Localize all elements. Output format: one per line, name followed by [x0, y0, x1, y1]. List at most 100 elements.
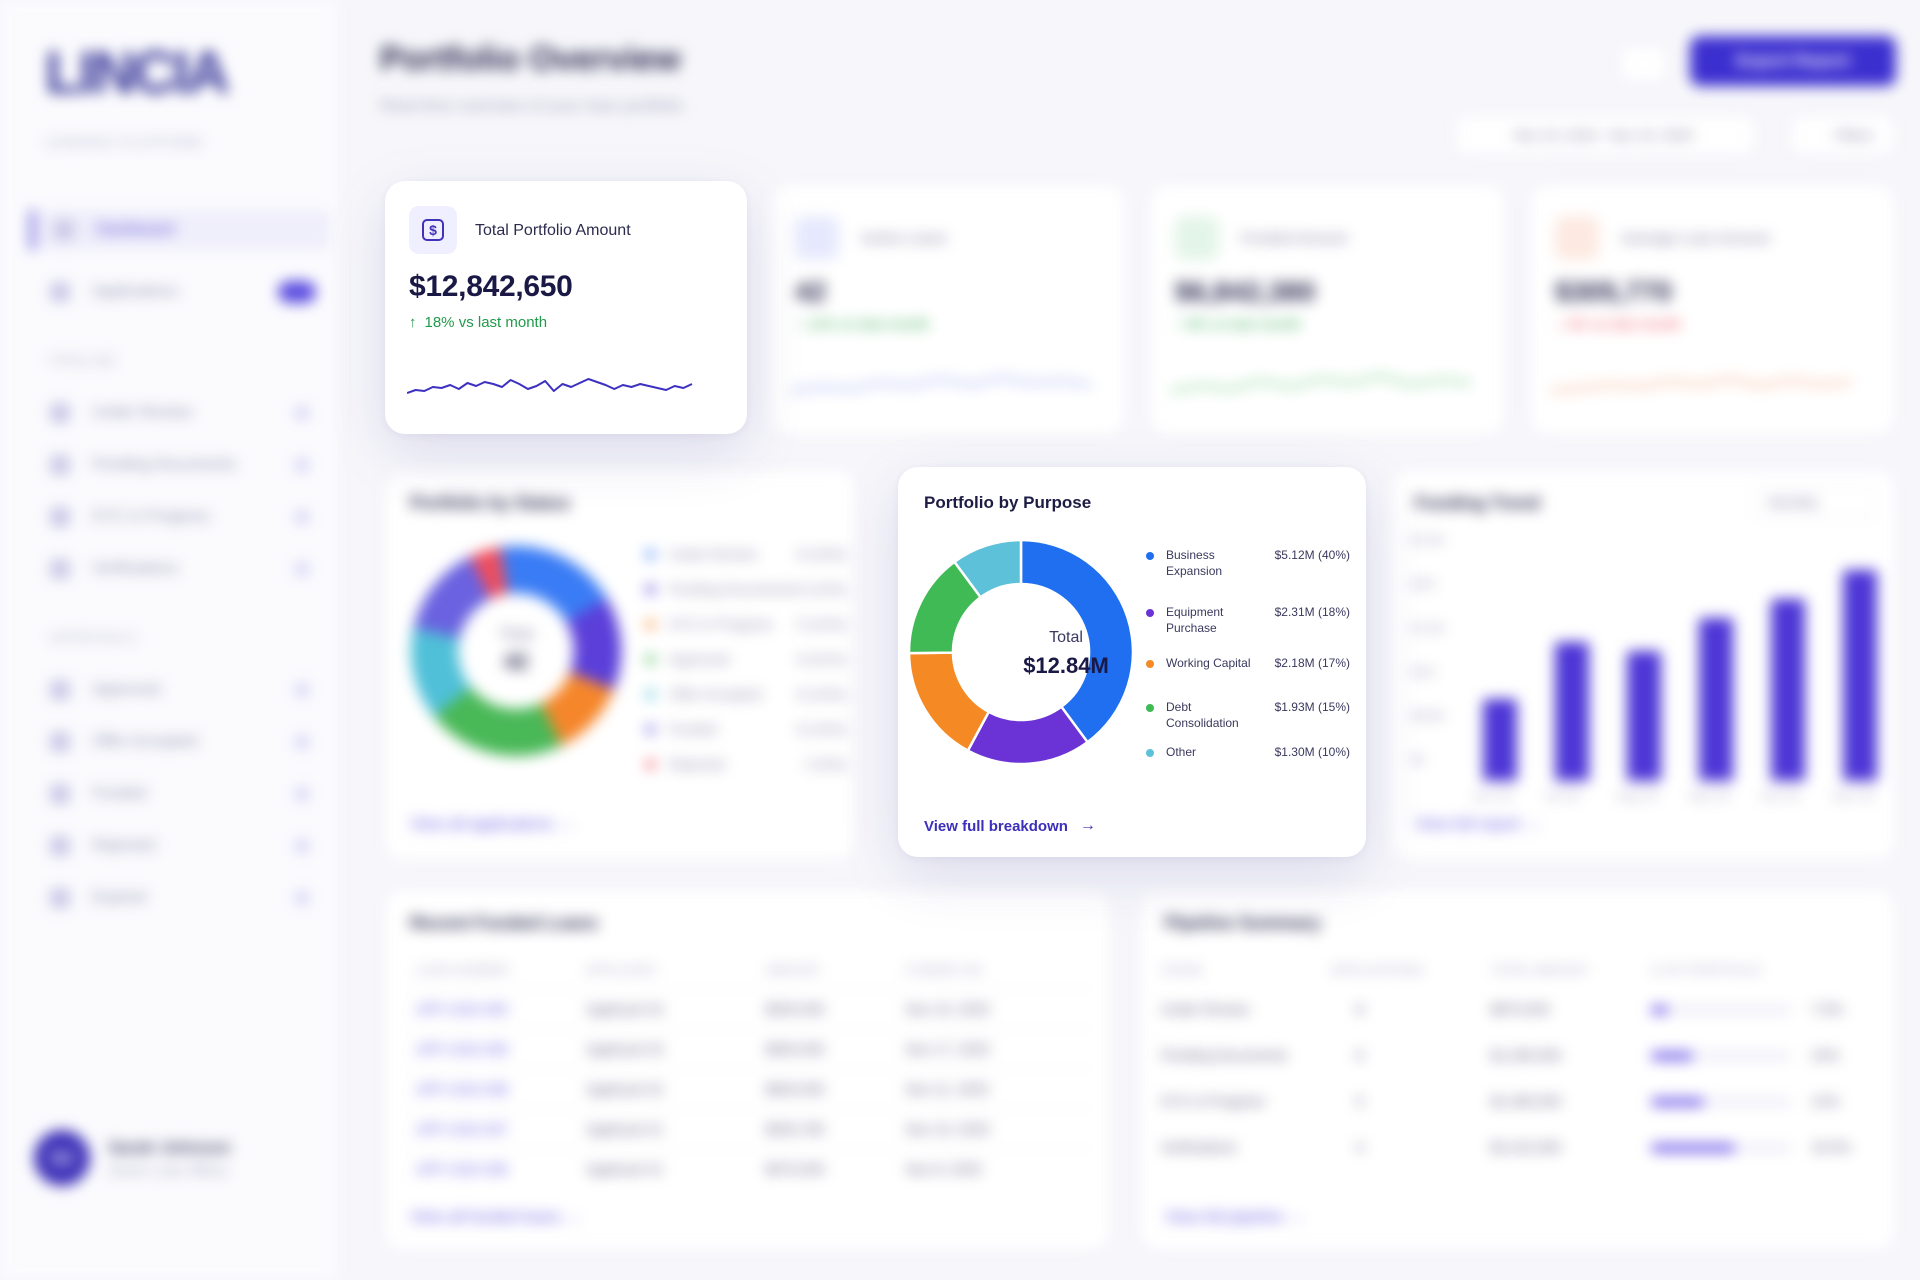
- table-cell: Applicant #1: [586, 1161, 664, 1177]
- legend-dot: [646, 760, 655, 769]
- table-cell: $600,000: [766, 1081, 825, 1097]
- legend-value: 6 (14%): [796, 581, 846, 597]
- bell-icon[interactable]: [1620, 46, 1666, 82]
- table-cell: Nov 15, 2025: [906, 1001, 990, 1017]
- table-cell: Applicant #4: [586, 1001, 664, 1017]
- export-report-button[interactable]: Export Report: [1690, 36, 1896, 86]
- trend-bar: [1771, 598, 1805, 781]
- progress-bar: [1651, 1006, 1791, 1014]
- pipeline-summary-card: Pipeline Summary STAGE APPLICATIONS TOTAL …: [1140, 890, 1895, 1250]
- count-badge: [294, 405, 310, 421]
- total-portfolio-card[interactable]: $ Total Portfolio Amount $12,842,650 ↑ 1…: [385, 181, 747, 434]
- view-full-pipeline-link[interactable]: View full pipeline →: [1165, 1209, 1305, 1226]
- table-cell[interactable]: APP-1024-300: [416, 1001, 508, 1017]
- legend-name: Other: [1166, 745, 1197, 759]
- sparkline: [1551, 377, 1851, 392]
- sidebar-item-funded[interactable]: Funded: [30, 774, 330, 814]
- x-tick: Nov '25: [1833, 789, 1874, 803]
- sparkline: [1171, 374, 1471, 392]
- sidebar-item-under-review[interactable]: Under Review: [30, 393, 330, 433]
- page-title: Portfolio Overview: [380, 40, 681, 78]
- donut-slice-working-capital[interactable]: [908, 651, 991, 753]
- view-full-report-link[interactable]: View full report →: [1415, 816, 1541, 833]
- kpi-label: Total Portfolio Amount: [475, 222, 631, 239]
- pct-cell: 10%: [1811, 1047, 1840, 1063]
- view-applications-link[interactable]: View all applications →: [410, 816, 575, 833]
- money-icon: [50, 784, 70, 804]
- sidebar-item-label: KYC in Progress: [92, 508, 211, 525]
- avatar: SJ: [34, 1130, 90, 1186]
- dollar-icon: $: [409, 206, 457, 254]
- sidebar-item-expired[interactable]: Expired: [30, 878, 330, 918]
- sidebar: LINCIA LENDING PLATFORM Dashboard Applic…: [0, 0, 340, 1280]
- user-profile[interactable]: SJ Sarah Johnson Senior Loan Officer: [34, 1130, 324, 1190]
- apps-cell: 8: [1356, 1001, 1364, 1017]
- pct-cell: 7.0%: [1811, 1001, 1843, 1017]
- legend-dot: [1146, 609, 1154, 617]
- table-cell: Nov 17, 2025: [906, 1041, 990, 1057]
- brand-logo: LINCIA: [45, 39, 230, 106]
- kpi-value: $6,842,380: [1175, 276, 1316, 307]
- legend-value: $5.12M (40%): [1274, 548, 1350, 562]
- table-cell[interactable]: APP-1024-297: [416, 1121, 508, 1137]
- apps-cell: 5: [1356, 1093, 1364, 1109]
- table-header: AMOUNT: [766, 963, 821, 977]
- sidebar-item-offer-accepted[interactable]: Offer Accepted: [30, 722, 330, 762]
- sidebar-item-label: Applications: [92, 283, 179, 300]
- filters-button[interactable]: Filters: [1790, 115, 1895, 155]
- legend-value: 8 (19%): [796, 546, 846, 562]
- sidebar-item-verifications[interactable]: Verifications: [30, 549, 330, 589]
- legend-item: KYC in Progress 5 (12%): [646, 616, 846, 632]
- trend-text: 18% vs last month: [424, 314, 548, 331]
- donut-slice-other[interactable]: [952, 539, 1023, 600]
- donut-slice-business-expansion[interactable]: [1019, 539, 1134, 744]
- sidebar-item-applications[interactable]: Applications: [30, 272, 330, 312]
- sidebar-item-label: Verifications: [92, 560, 179, 577]
- card-title: Portfolio by Purpose: [924, 493, 1092, 512]
- legend-value: 2 (5%): [804, 756, 846, 772]
- x-tick: Jun '25: [1473, 789, 1512, 803]
- trend-bar: [1627, 651, 1661, 781]
- kpi-label: Funded Amount: [1241, 230, 1347, 247]
- table-cell: $575,000: [766, 1161, 825, 1177]
- table-cell[interactable]: APP-1024-298: [416, 1081, 508, 1097]
- legend-name: Working Capital: [1166, 656, 1251, 670]
- status-slice: [433, 687, 562, 756]
- kpi-card-average-loan: Average Loan Amount $305,770 ↓ 3% vs las…: [1530, 185, 1895, 435]
- period-select[interactable]: Monthly: [1754, 485, 1874, 519]
- legend-dot: [646, 725, 655, 734]
- grid-icon: [54, 220, 74, 240]
- sidebar-item-label: Approved: [92, 681, 161, 698]
- sidebar-item-dashboard[interactable]: Dashboard: [30, 210, 330, 250]
- table-cell: Applicant #3: [586, 1041, 664, 1057]
- legend-item: Debt Consolidation $1.93M (15%): [1146, 699, 1350, 733]
- legend-value: $1.93M (15%): [1274, 700, 1350, 714]
- sidebar-item-label: Under Review: [92, 404, 193, 421]
- legend-value: $2.18M (17%): [1274, 656, 1350, 670]
- x-tick: Oct '25: [1761, 789, 1799, 803]
- view-full-breakdown-link[interactable]: View full breakdown →: [924, 817, 1096, 835]
- count-badge: [294, 457, 310, 473]
- legend-item: Equipment Purchase $2.31M (18%): [1146, 604, 1350, 638]
- view-funded-loans-link[interactable]: View all funded loans →: [410, 1209, 582, 1226]
- pct-cell: 12%: [1811, 1093, 1840, 1109]
- sidebar-item-label: Funded: [92, 785, 147, 802]
- sidebar-item-pending-documents[interactable]: Pending Documents: [30, 445, 330, 485]
- arrow-up-icon: ↑: [409, 314, 417, 331]
- legend-value: $2.31M (18%): [1274, 605, 1350, 619]
- date-range-picker[interactable]: Nov 15, 2024 - Nov 15, 2025: [1455, 115, 1755, 155]
- legend-dot: [1146, 660, 1154, 668]
- sidebar-item-kyc[interactable]: KYC in Progress: [30, 497, 330, 537]
- legend-item: Under Review 8 (19%): [646, 546, 846, 562]
- table-header: LOAN NUMBER: [416, 963, 510, 977]
- portfolio-by-purpose-card[interactable]: Portfolio by Purpose Total $12.84M Busin…: [898, 467, 1366, 857]
- status-slice: [413, 556, 491, 639]
- amount-cell: $1,480,000: [1491, 1093, 1562, 1109]
- table-header: APPLICATIONS: [1331, 963, 1424, 977]
- table-cell[interactable]: APP-1024-296: [416, 1161, 508, 1177]
- sidebar-item-rejected[interactable]: Rejected: [30, 826, 330, 866]
- link-label: View full breakdown: [924, 817, 1068, 835]
- table-cell[interactable]: APP-1024-299: [416, 1041, 508, 1057]
- sidebar-item-approved[interactable]: Approved: [30, 670, 330, 710]
- apps-cell: 6: [1356, 1047, 1364, 1063]
